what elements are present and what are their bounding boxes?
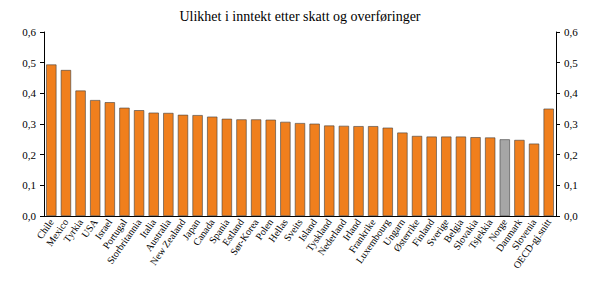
svg-text:OECD-gj.snitt: OECD-gj.snitt (511, 217, 553, 271)
svg-text:0,4: 0,4 (22, 87, 36, 99)
svg-text:Ulikhet i inntekt etter skatt: Ulikhet i inntekt etter skatt og overfør… (179, 9, 420, 24)
svg-text:Frankrike: Frankrike (346, 216, 378, 255)
svg-text:0,0: 0,0 (564, 210, 578, 222)
svg-text:Irland: Irland (340, 216, 363, 243)
svg-text:New Zealand: New Zealand (148, 217, 188, 267)
svg-text:Tyrkia: Tyrkia (61, 216, 86, 245)
svg-text:0,0: 0,0 (22, 210, 36, 222)
svg-text:Nederland: Nederland (315, 216, 349, 258)
svg-text:Hellas: Hellas (266, 216, 290, 245)
svg-text:Estland: Estland (219, 216, 246, 248)
svg-text:Chile: Chile (34, 216, 56, 241)
svg-text:Israel: Israel (92, 216, 115, 242)
svg-text:0,1: 0,1 (22, 179, 36, 191)
svg-text:Luxembourg: Luxembourg (353, 216, 393, 266)
svg-text:0,6: 0,6 (22, 26, 36, 38)
svg-text:Italia: Italia (137, 216, 159, 240)
svg-text:Belgia: Belgia (441, 216, 466, 245)
svg-text:0,5: 0,5 (564, 57, 578, 69)
svg-text:0,2: 0,2 (564, 149, 578, 161)
svg-text:Australia: Australia (142, 216, 173, 254)
svg-text:Canada: Canada (190, 216, 217, 248)
svg-text:0,2: 0,2 (22, 149, 36, 161)
svg-text:0,3: 0,3 (22, 118, 36, 130)
svg-text:0,5: 0,5 (22, 57, 36, 69)
svg-text:Østerrike: Østerrike (391, 216, 422, 254)
svg-text:Ungarn: Ungarn (380, 216, 407, 248)
svg-text:Japan: Japan (180, 216, 203, 242)
svg-text:Sør-Korea: Sør-Korea (227, 216, 261, 258)
svg-text:0,4: 0,4 (564, 87, 578, 99)
svg-text:Slovakia: Slovakia (451, 216, 480, 252)
svg-text:Norge: Norge (486, 216, 510, 244)
svg-text:Finland: Finland (409, 216, 437, 249)
svg-text:Danmark: Danmark (493, 216, 524, 254)
svg-text:Tsjekkia: Tsjekkia (466, 216, 495, 251)
svg-text:Mexico: Mexico (43, 216, 71, 249)
svg-text:Sveits: Sveits (281, 216, 305, 244)
svg-text:Polen: Polen (253, 216, 276, 242)
svg-text:Spania: Spania (206, 216, 232, 246)
svg-text:Tyskland: Tyskland (303, 216, 334, 254)
svg-text:Island: Island (296, 216, 320, 244)
svg-text:0,3: 0,3 (564, 118, 578, 130)
svg-text:USA: USA (79, 216, 100, 240)
svg-text:Storbritannia: Storbritannia (105, 216, 144, 266)
svg-text:Slovenia: Slovenia (509, 216, 539, 252)
svg-text:Sverige: Sverige (424, 216, 451, 249)
svg-text:Portugal: Portugal (100, 216, 129, 251)
svg-text:0,6: 0,6 (564, 26, 578, 38)
svg-text:0,1: 0,1 (564, 179, 578, 191)
